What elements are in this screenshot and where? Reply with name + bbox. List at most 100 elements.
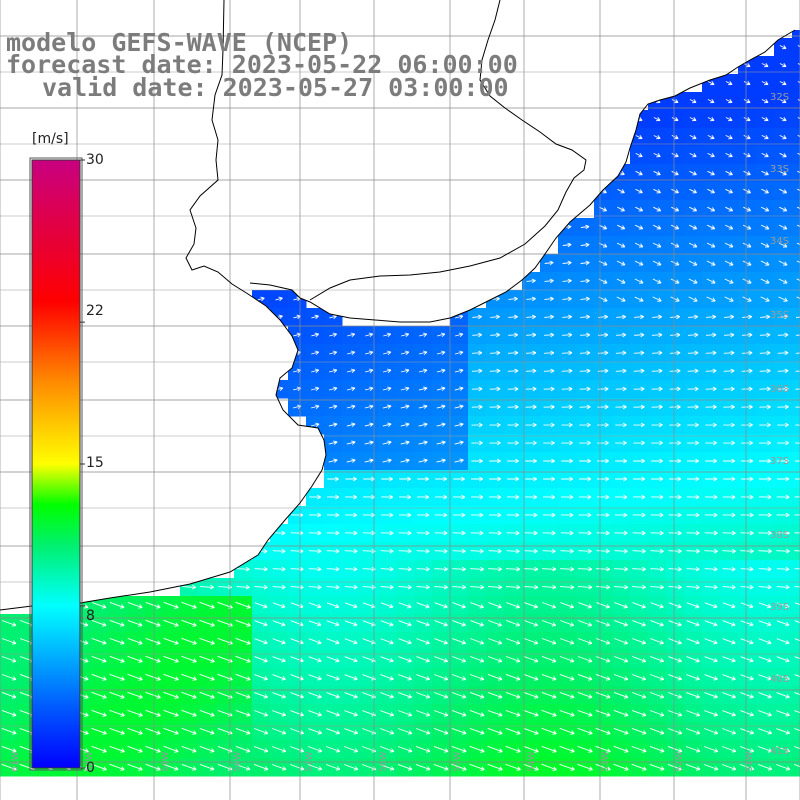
wind-arrow xyxy=(398,638,412,645)
wind-arrow xyxy=(742,278,752,284)
wind-arrow xyxy=(380,656,394,663)
wind-arrow xyxy=(382,458,392,463)
wind-arrow xyxy=(145,601,161,609)
wind-arrow xyxy=(740,620,754,627)
wind-arrow xyxy=(344,656,358,663)
wind-arrow xyxy=(145,745,161,753)
wind-arrow xyxy=(758,710,772,717)
wind-arrow xyxy=(308,584,322,590)
wind-arrow xyxy=(181,727,197,735)
wind-arrow xyxy=(686,674,700,681)
wind-arrow xyxy=(725,206,734,212)
wind-arrow xyxy=(344,584,358,590)
wind-arrow xyxy=(328,404,338,410)
wind-arrow xyxy=(362,548,376,554)
wind-arrow xyxy=(272,620,286,627)
wind-cell xyxy=(792,146,800,165)
wind-arrow xyxy=(595,673,611,681)
wind-arrow xyxy=(469,727,485,735)
wind-arrow xyxy=(434,620,448,627)
wind-arrow xyxy=(254,674,268,681)
wind-arrow xyxy=(235,655,251,663)
wind-arrow xyxy=(381,494,394,500)
wind-arrow xyxy=(308,746,323,753)
wind-arrow xyxy=(326,638,340,645)
wind-arrow xyxy=(686,548,700,554)
wind-arrow xyxy=(272,656,286,663)
wind-arrow xyxy=(523,763,539,771)
wind-arrow xyxy=(472,350,483,356)
wind-arrow xyxy=(541,727,557,735)
wind-arrow xyxy=(200,584,215,590)
wind-cell xyxy=(792,542,800,561)
wind-arrow xyxy=(632,530,646,536)
wind-arrow xyxy=(670,278,680,284)
wind-arrow xyxy=(434,566,448,572)
wind-arrow xyxy=(778,296,788,302)
wind-arrow xyxy=(380,566,394,572)
wind-arrow xyxy=(275,296,283,302)
colorbar xyxy=(29,157,85,771)
wind-arrow xyxy=(649,745,665,753)
wind-arrow xyxy=(508,332,519,338)
colorbar-tick-label: 22 xyxy=(86,303,104,319)
wind-arrow xyxy=(543,458,556,464)
wind-arrow xyxy=(344,692,358,699)
latitude-label: 37S xyxy=(770,456,789,467)
wind-arrow xyxy=(452,638,467,645)
wind-arrow xyxy=(506,548,520,554)
wind-arrow xyxy=(470,584,485,590)
wind-arrow xyxy=(707,170,715,176)
wind-arrow xyxy=(541,655,557,663)
wind-arrow xyxy=(686,566,700,572)
wind-arrow xyxy=(597,440,609,446)
wind-arrow xyxy=(652,242,662,248)
wind-arrow xyxy=(634,296,644,302)
wind-arrow xyxy=(704,584,718,590)
wind-arrow xyxy=(595,709,611,717)
wind-arrow xyxy=(307,764,323,771)
wind-arrow xyxy=(704,728,719,735)
wind-arrow xyxy=(560,530,574,536)
wind-arrow xyxy=(418,440,428,445)
wind-arrow xyxy=(595,745,611,753)
wind-arrow xyxy=(398,530,412,536)
wind-arrow xyxy=(308,602,322,609)
wind-arrow xyxy=(671,188,679,194)
wind-arrow xyxy=(760,296,770,302)
wind-arrow xyxy=(761,152,769,158)
wind-arrow xyxy=(109,709,125,717)
wind-arrow xyxy=(524,512,538,518)
wind-arrow xyxy=(722,692,736,699)
wind-arrow xyxy=(505,691,521,699)
wind-arrow xyxy=(580,296,590,302)
wind-arrow xyxy=(109,655,125,663)
wind-arrow xyxy=(743,170,751,176)
wind-arrow xyxy=(1,656,17,663)
wind-arrow xyxy=(741,386,753,392)
wind-arrow xyxy=(400,350,410,356)
wind-arrow xyxy=(559,709,575,717)
wind-arrow xyxy=(761,188,769,194)
wind-arrow xyxy=(634,278,644,284)
wind-arrow xyxy=(776,728,791,735)
wind-arrow xyxy=(523,584,539,590)
wind-arrow xyxy=(559,691,575,699)
wind-arrow xyxy=(182,584,197,590)
wind-cell xyxy=(792,92,800,111)
wind-arrow xyxy=(454,440,464,445)
wind-arrow xyxy=(596,620,611,627)
wind-arrow xyxy=(380,584,394,590)
wind-arrow xyxy=(505,638,521,645)
wind-arrow xyxy=(451,763,467,771)
wind-arrow xyxy=(1,763,17,771)
wind-arrow xyxy=(776,548,790,554)
wind-arrow xyxy=(401,332,410,338)
wind-arrow xyxy=(776,638,790,645)
wind-arrow xyxy=(614,548,628,554)
wind-arrow xyxy=(632,674,647,681)
wind-arrow xyxy=(614,602,628,609)
wind-arrow xyxy=(145,673,161,681)
wind-arrow xyxy=(434,602,448,609)
wind-arrow xyxy=(599,206,607,212)
